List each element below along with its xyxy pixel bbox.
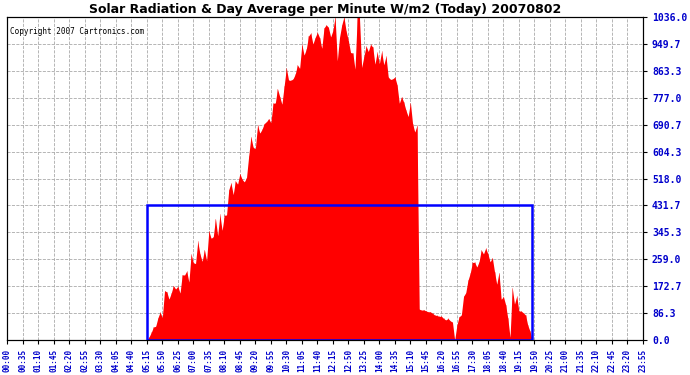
Text: Copyright 2007 Cartronics.com: Copyright 2007 Cartronics.com [10, 27, 145, 36]
Bar [147, 206, 532, 340]
Title: Solar Radiation & Day Average per Minute W/m2 (Today) 20070802: Solar Radiation & Day Average per Minute… [89, 3, 561, 16]
